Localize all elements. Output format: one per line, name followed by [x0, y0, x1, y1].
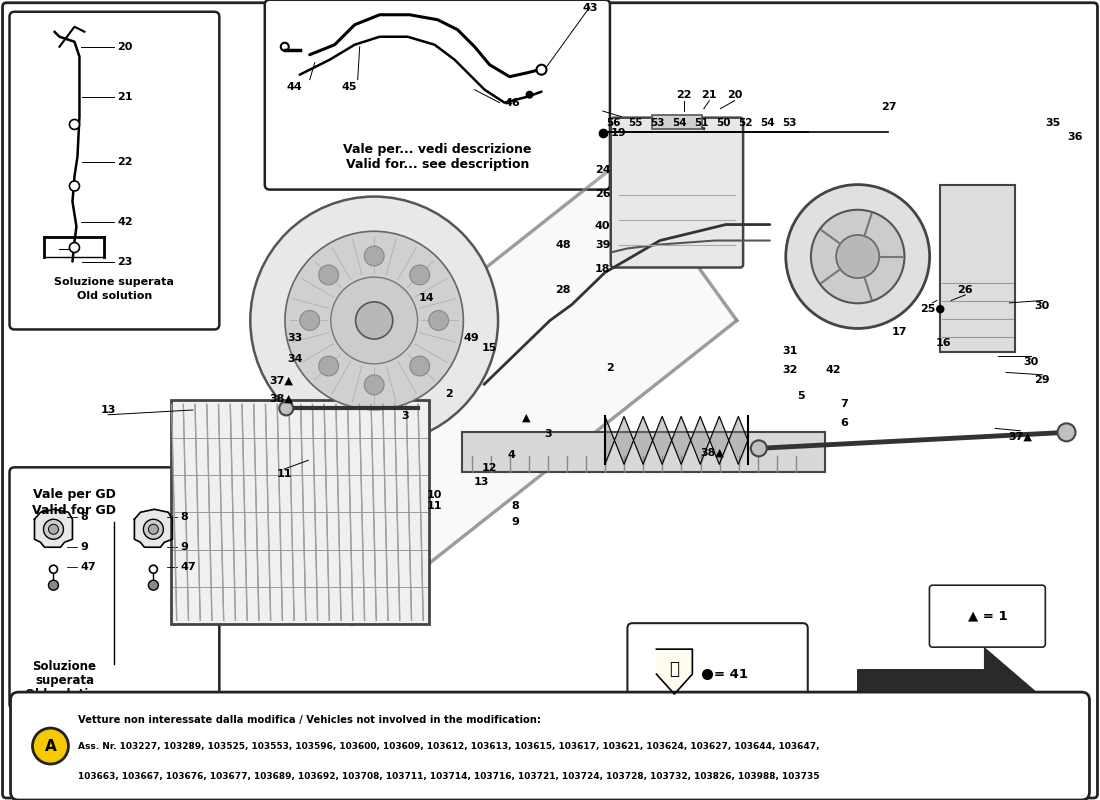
Circle shape [44, 519, 64, 539]
Text: ▲ = 1: ▲ = 1 [968, 610, 1008, 622]
Text: 103663, 103667, 103676, 103677, 103689, 103692, 103708, 103711, 103714, 103716, : 103663, 103667, 103676, 103677, 103689, … [78, 771, 820, 781]
Circle shape [410, 265, 430, 285]
Text: 45: 45 [342, 82, 358, 92]
Text: ▲: ▲ [521, 413, 530, 423]
Circle shape [48, 580, 58, 590]
Text: 47: 47 [180, 562, 196, 572]
Polygon shape [858, 648, 1040, 720]
Text: 37▲: 37▲ [1009, 431, 1032, 442]
Text: A: A [45, 738, 56, 754]
Text: 38▲: 38▲ [268, 394, 293, 404]
Text: 51: 51 [694, 118, 708, 128]
Circle shape [300, 310, 320, 330]
Text: 11: 11 [276, 469, 292, 479]
Text: 11: 11 [427, 501, 442, 511]
Text: Old solution: Old solution [24, 688, 105, 701]
Text: 54: 54 [760, 118, 774, 128]
Circle shape [50, 566, 57, 574]
Text: 5: 5 [796, 391, 804, 402]
Text: Vale per... vedi descrizione: Vale per... vedi descrizione [343, 143, 531, 156]
Text: 21: 21 [118, 92, 133, 102]
Circle shape [410, 356, 430, 376]
Circle shape [751, 440, 767, 456]
Text: Vetture non interessate dalla modifica / Vehicles not involved in the modificati: Vetture non interessate dalla modifica /… [78, 715, 541, 725]
Text: Valid for GD: Valid for GD [33, 504, 117, 517]
Circle shape [526, 90, 534, 98]
Text: 14: 14 [419, 293, 435, 303]
FancyBboxPatch shape [930, 586, 1045, 647]
Circle shape [1057, 423, 1076, 442]
Circle shape [150, 566, 157, 574]
Text: 19: 19 [610, 128, 626, 138]
Text: 24: 24 [595, 166, 610, 175]
Text: 3: 3 [402, 411, 409, 422]
Text: 47: 47 [80, 562, 96, 572]
Text: Ass. Nr. 103227, 103289, 103525, 103553, 103596, 103600, 103609, 103612, 103613,: Ass. Nr. 103227, 103289, 103525, 103553,… [78, 742, 820, 750]
Circle shape [69, 119, 79, 130]
Bar [651, 114, 702, 129]
Text: 13: 13 [100, 405, 116, 415]
Text: 49: 49 [463, 333, 478, 343]
Text: 8: 8 [80, 512, 88, 522]
FancyBboxPatch shape [265, 0, 609, 190]
Text: 52: 52 [738, 118, 752, 128]
Text: 30: 30 [1024, 357, 1040, 367]
Text: 37▲: 37▲ [268, 375, 293, 386]
Text: Soluzione superata: Soluzione superata [55, 278, 175, 287]
Text: 17: 17 [892, 327, 907, 338]
Text: 53: 53 [782, 118, 796, 128]
Circle shape [331, 277, 418, 364]
Text: 23: 23 [118, 257, 133, 266]
Text: passi...: passi... [366, 392, 646, 521]
Text: 9: 9 [510, 517, 519, 527]
Text: 12: 12 [482, 463, 497, 474]
Text: 20: 20 [118, 42, 133, 52]
Text: 30: 30 [1035, 301, 1050, 311]
Circle shape [251, 197, 498, 444]
Text: = 41: = 41 [714, 668, 748, 681]
Text: 16: 16 [936, 338, 952, 348]
Text: 42: 42 [826, 365, 842, 375]
Text: 25●: 25● [920, 303, 945, 314]
Circle shape [836, 235, 879, 278]
Bar [170, 400, 429, 624]
Text: 18: 18 [595, 263, 610, 274]
FancyBboxPatch shape [10, 12, 219, 330]
Text: 46: 46 [505, 98, 520, 108]
Text: 35: 35 [1046, 118, 1060, 128]
Text: 🐴: 🐴 [670, 660, 680, 678]
FancyBboxPatch shape [11, 692, 1089, 800]
Circle shape [69, 242, 79, 253]
Circle shape [279, 402, 294, 415]
Bar [940, 185, 1015, 353]
FancyBboxPatch shape [627, 623, 807, 725]
Text: 28: 28 [556, 285, 571, 295]
Polygon shape [34, 510, 73, 547]
Circle shape [143, 519, 164, 539]
Text: EL: EL [294, 244, 806, 621]
Text: 15: 15 [482, 342, 497, 353]
Circle shape [148, 524, 158, 534]
Text: 7: 7 [840, 399, 848, 410]
Text: 38▲: 38▲ [701, 447, 725, 458]
Text: 4: 4 [507, 450, 516, 460]
Circle shape [364, 375, 384, 394]
Text: 21: 21 [702, 90, 717, 100]
Circle shape [285, 231, 463, 410]
Text: 54: 54 [672, 118, 688, 128]
Text: 10: 10 [427, 490, 442, 500]
Text: 40: 40 [595, 221, 610, 231]
Text: 32: 32 [782, 365, 797, 375]
Circle shape [364, 246, 384, 266]
Circle shape [69, 181, 79, 191]
Text: 20: 20 [727, 90, 742, 100]
Circle shape [33, 728, 68, 764]
Text: 3: 3 [544, 429, 551, 439]
Circle shape [785, 185, 930, 329]
Text: 48: 48 [556, 239, 571, 250]
Text: 8: 8 [180, 512, 188, 522]
Text: 36: 36 [1067, 132, 1084, 142]
Text: Vale per GD: Vale per GD [33, 488, 116, 501]
Text: 50: 50 [716, 118, 730, 128]
